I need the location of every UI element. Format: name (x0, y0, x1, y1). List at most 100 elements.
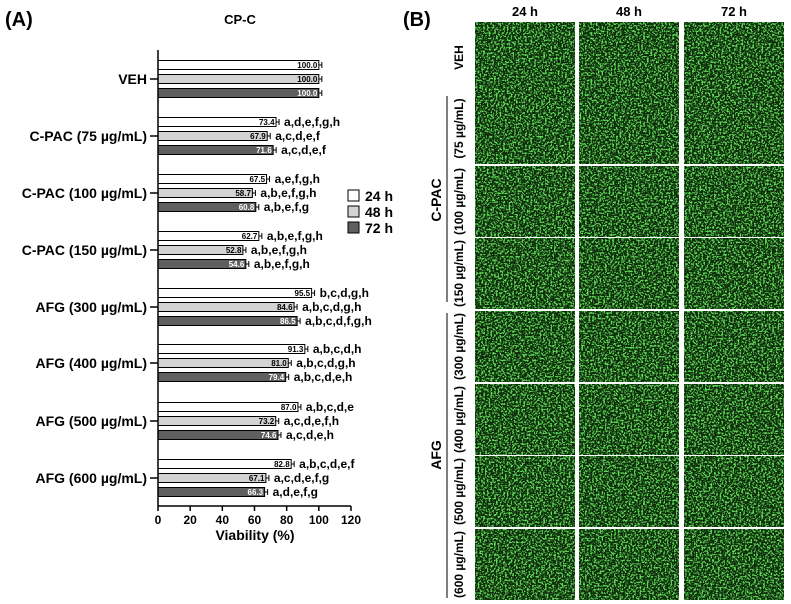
group-labels: C-PAC AFG (428, 96, 448, 598)
significance-label: a,b,e,f,g,h (251, 243, 307, 257)
micrograph-cells (579, 384, 679, 455)
micrograph-cells (579, 93, 679, 164)
legend-entry: 72 h (365, 220, 393, 236)
micrograph-cells (684, 22, 784, 93)
micrograph-cells (684, 456, 784, 527)
data-label: 71.6 (256, 146, 272, 155)
micrograph-cells (579, 311, 679, 382)
significance-label: a,b,c,d,e (306, 400, 354, 414)
data-label: 73.4 (259, 118, 275, 127)
micrograph-grid (475, 22, 784, 600)
category-label: AFG (500 µg/mL) (35, 413, 147, 429)
data-label: 100.0 (297, 61, 318, 70)
x-axis: 0 20 40 60 80 100 120 (155, 50, 361, 527)
legend-swatch (347, 221, 360, 234)
bar (157, 402, 299, 412)
data-label: 54.6 (229, 260, 245, 269)
row-label: VEH (452, 45, 466, 70)
significance-label: a,c,d,e,h (286, 428, 334, 442)
micrograph-cells (579, 529, 679, 600)
legend-entry: 48 h (365, 204, 393, 220)
group-label: C-PAC (428, 178, 444, 221)
column-headers: 24 h 48 h 72 h (512, 4, 747, 19)
bar (157, 372, 287, 382)
legend-swatch (347, 189, 360, 202)
data-label: 81.0 (271, 359, 287, 368)
x-tick-label: 80 (280, 513, 294, 527)
data-label: 82.8 (274, 460, 290, 469)
significance-label: a,b,e,f,g,h (260, 186, 316, 200)
x-tick-label: 60 (248, 513, 262, 527)
significance-label: a,b,e,f,g (264, 200, 309, 214)
data-label: 67.1 (249, 474, 265, 483)
bar (157, 88, 320, 98)
category-label: C-PAC (150 µg/mL) (22, 242, 147, 258)
legend-swatch (347, 205, 360, 218)
bar (157, 60, 320, 70)
bar (157, 288, 313, 298)
x-tick-label: 0 (155, 513, 162, 527)
significance-label: a,b,c,d,g,h (302, 300, 361, 314)
bar (157, 344, 306, 354)
data-label: 60.8 (239, 203, 255, 212)
data-label: 67.9 (250, 132, 266, 141)
significance-label: a,c,d,e,f,g (274, 471, 329, 485)
micrograph-cells (684, 529, 784, 600)
data-label: 100.0 (297, 75, 318, 84)
data-label: 67.5 (249, 175, 265, 184)
micrograph-cells (475, 529, 575, 600)
data-label: 100.0 (297, 89, 318, 98)
row-label: (500 µg/mL) (452, 458, 466, 525)
micrograph-cells (684, 311, 784, 382)
chart-title: CP-C (224, 12, 256, 27)
micrograph-cells (684, 238, 784, 309)
data-label: 91.3 (288, 345, 304, 354)
data-label: 79.4 (269, 373, 285, 382)
x-tick-label: 100 (309, 513, 329, 527)
legend-entry: 24 h (365, 188, 393, 204)
data-label: 66.3 (248, 488, 264, 497)
significance-label: a,e,f,g,h (275, 172, 320, 186)
category-labels: VEH C-PAC (75 µg/mL) C-PAC (100 µg/mL) C-PA… (22, 71, 158, 486)
data-label: 58.7 (235, 189, 251, 198)
category-label: AFG (600 µg/mL) (35, 470, 147, 486)
micrograph-cells (475, 93, 575, 164)
row-label: (400 µg/mL) (452, 386, 466, 453)
bar (157, 459, 292, 469)
bar (157, 302, 295, 312)
micrograph-cells (475, 166, 575, 237)
data-label: 95.5 (295, 289, 311, 298)
micrograph-cells (475, 238, 575, 309)
micrograph-cells (579, 456, 679, 527)
significance-label: a,b,c,d,g,h (296, 356, 355, 370)
micrograph-cells (475, 22, 575, 93)
significance-label: a,c,d,e,f (275, 129, 321, 143)
category-label: C-PAC (75 µg/mL) (30, 128, 147, 144)
group-label: AFG (428, 440, 444, 470)
panel-b-label: (B) (403, 9, 431, 31)
row-label: (75 µg/mL) (452, 98, 466, 158)
bar-chart: 100.0 100.0 100.0 73.4 a,d,e,f,g,h 67.9 a,c,d,… (157, 60, 372, 499)
column-header: 24 h (512, 4, 538, 19)
micrograph-cells (684, 166, 784, 237)
x-tick-label: 40 (216, 513, 230, 527)
category-label: C-PAC (100 µg/mL) (22, 185, 147, 201)
significance-label: a,d,e,f,g (273, 485, 318, 499)
row-label: (150 µg/mL) (452, 240, 466, 307)
significance-label: a,b,c,d,e,f (299, 457, 355, 471)
category-label: AFG (300 µg/mL) (35, 299, 147, 315)
bar (157, 74, 320, 84)
significance-label: a,c,d,e,f (281, 143, 327, 157)
row-labels: VEH (75 µg/mL) (100 µg/mL) (150 µg/mL) (300 … (452, 45, 466, 598)
significance-label: a,b,e,f,g,h (254, 257, 310, 271)
micrograph-cells (475, 456, 575, 527)
data-label: 86.5 (280, 317, 296, 326)
bar (157, 358, 289, 368)
micrograph-cells (684, 384, 784, 455)
significance-label: a,c,d,e,f,h (284, 414, 339, 428)
panel-a-label: (A) (5, 9, 33, 31)
category-label: VEH (118, 71, 147, 87)
bar (157, 316, 298, 326)
x-axis-label: Viability (%) (215, 527, 294, 543)
